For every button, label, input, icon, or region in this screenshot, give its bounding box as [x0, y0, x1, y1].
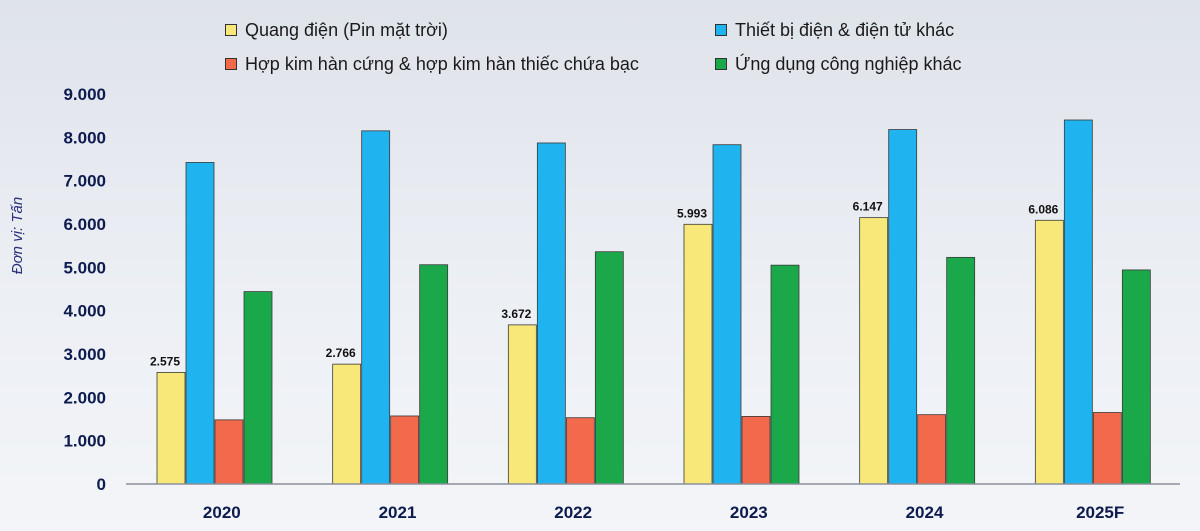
y-tick-label: 2.000 — [63, 388, 106, 407]
y-tick-label: 1.000 — [63, 432, 106, 451]
legend-swatch-electronics — [715, 24, 727, 36]
bar-2021-series-2 — [390, 415, 420, 485]
legend-item-photovoltaic: Quang điện (Pin mặt trời) — [225, 18, 715, 42]
legend-item-electronics: Thiết bị điện & điện tử khác — [715, 18, 985, 42]
bar-2025f-series-3 — [1121, 269, 1151, 485]
bar-2020-series-2 — [214, 419, 244, 485]
bar-2020-series-0 — [156, 372, 186, 485]
legend: Quang điện (Pin mặt trời) Thiết bị điện … — [225, 18, 985, 76]
bar-2022-series-3 — [594, 251, 624, 485]
bar-2022-series-1 — [536, 142, 566, 485]
bar-2021-series-0 — [332, 363, 362, 485]
bar-2024-series-1 — [888, 129, 918, 485]
legend-swatch-brazing-alloys — [225, 58, 237, 70]
bar-2022-series-0 — [507, 324, 537, 485]
y-tick-label: 5.000 — [63, 258, 106, 277]
bar-2025f-series-0 — [1034, 219, 1064, 485]
bar-2024-series-3 — [946, 256, 976, 485]
y-tick-label: 4.000 — [63, 302, 106, 321]
bar-2023-series-3 — [770, 264, 800, 485]
bar-2025f-series-1 — [1063, 119, 1093, 485]
x-tick-label-2024: 2024 — [906, 503, 944, 522]
y-tick-label: 3.000 — [63, 345, 106, 364]
bar-2025f-series-2 — [1092, 412, 1122, 485]
x-tick-label-2025f: 2025F — [1076, 503, 1124, 522]
y-tick-label: 6.000 — [63, 215, 106, 234]
y-tick-label: 8.000 — [63, 128, 106, 147]
legend-label-electronics: Thiết bị điện & điện tử khác — [735, 19, 955, 40]
legend-label-photovoltaic: Quang điện (Pin mặt trời) — [245, 19, 448, 40]
legend-item-brazing-alloys: Hợp kim hàn cứng & hợp kim hàn thiếc chứ… — [225, 52, 715, 76]
data-label-2024: 6.147 — [853, 200, 883, 214]
x-tick-label-2021: 2021 — [379, 503, 417, 522]
bar-2024-series-2 — [917, 414, 947, 485]
legend-label-brazing-alloys: Hợp kim hàn cứng & hợp kim hàn thiếc chứ… — [245, 53, 639, 74]
legend-label-other-industrial: Ứng dụng công nghiệp khác — [735, 53, 962, 74]
legend-swatch-other-industrial — [715, 58, 727, 70]
x-tick-label-2022: 2022 — [554, 503, 592, 522]
bar-2023-series-2 — [741, 415, 771, 485]
y-tick-label: 9.000 — [63, 85, 106, 104]
x-tick-label-2020: 2020 — [203, 503, 241, 522]
bar-2023-series-0 — [683, 223, 713, 485]
bar-2023-series-1 — [712, 144, 742, 485]
bar-2022-series-2 — [565, 417, 595, 485]
data-label-2020: 2.575 — [150, 354, 180, 368]
legend-item-other-industrial: Ứng dụng công nghiệp khác — [715, 52, 985, 76]
legend-swatch-photovoltaic — [225, 24, 237, 36]
x-tick-label-2023: 2023 — [730, 503, 768, 522]
data-label-2023: 5.993 — [677, 206, 707, 220]
bar-2021-series-3 — [419, 264, 449, 485]
bar-2020-series-1 — [185, 162, 215, 485]
data-label-2025f: 6.086 — [1028, 202, 1058, 216]
bar-2024-series-0 — [859, 217, 889, 485]
y-tick-label: 7.000 — [63, 172, 106, 191]
bar-2021-series-1 — [361, 130, 391, 485]
data-label-2021: 2.766 — [326, 346, 356, 360]
bar-2020-series-3 — [243, 291, 273, 485]
data-label-2022: 3.672 — [501, 307, 531, 321]
y-tick-label: 0 — [97, 475, 106, 494]
